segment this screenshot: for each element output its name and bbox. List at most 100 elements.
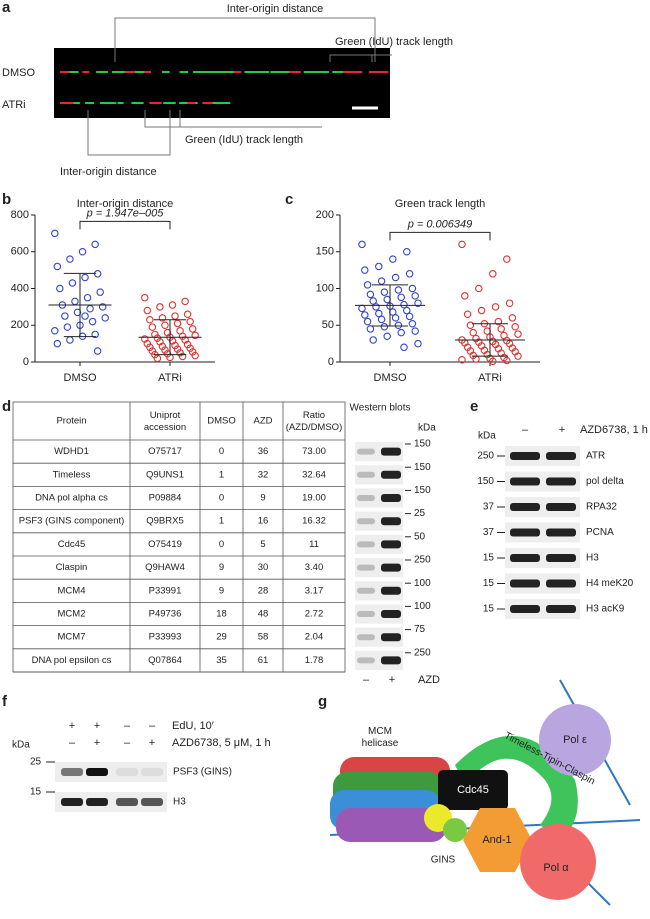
band: [381, 656, 401, 665]
point: [375, 309, 383, 318]
point: [88, 317, 97, 326]
band: [546, 605, 576, 613]
treatment-label: AZD: [418, 674, 440, 686]
blot-strip: [505, 548, 580, 568]
panel-label: a: [2, 0, 11, 16]
point: [391, 314, 400, 322]
lane-sign: +: [389, 674, 395, 686]
point: [191, 331, 199, 340]
bracket: [329, 54, 392, 62]
column-header: DMSO: [207, 416, 236, 427]
point: [469, 328, 477, 337]
panel-label: c: [285, 191, 293, 208]
track: [280, 71, 293, 73]
blot-strip: [355, 650, 403, 670]
table-cell: 2.72: [305, 609, 324, 620]
table-cell: 29: [216, 632, 227, 643]
band: [357, 471, 375, 478]
point: [148, 323, 157, 331]
band: [510, 503, 540, 511]
kda-label: kDa: [478, 431, 496, 442]
band: [357, 611, 375, 617]
point: [51, 229, 59, 238]
point: [466, 321, 475, 329]
annotation: Inter-origin distance: [227, 3, 324, 15]
table-cell: DNA pol epsilon cs: [32, 655, 112, 666]
point: [408, 284, 417, 293]
band: [381, 610, 401, 618]
y-tick-label: 50: [322, 319, 334, 331]
band: [381, 540, 401, 549]
lane-sign: –: [149, 720, 156, 732]
table-cell: WDHD1: [54, 446, 89, 457]
blot-strip: [505, 446, 580, 466]
marker-label: 100: [414, 601, 431, 612]
track: [212, 102, 231, 104]
marker-label: 15: [30, 787, 42, 798]
point: [414, 299, 422, 307]
track: [187, 102, 196, 104]
band: [141, 768, 163, 776]
table-cell: 48: [258, 609, 269, 620]
band: [357, 657, 375, 664]
point: [366, 290, 375, 299]
point: [400, 343, 408, 352]
condition-label: EdU, 10′: [172, 720, 214, 732]
track: [332, 71, 345, 73]
point: [372, 303, 380, 311]
annotation: Green (IdU) track length: [185, 134, 303, 146]
table-cell: 3.17: [305, 585, 324, 596]
marker-label: 25: [30, 757, 42, 768]
y-tick-label: 800: [11, 209, 29, 221]
band: [546, 503, 576, 511]
y-tick-label: 0: [328, 356, 334, 368]
band-label: H4 meK20: [586, 578, 634, 589]
band: [357, 495, 375, 501]
kda-label: kDa: [418, 423, 436, 434]
y-tick-label: 200: [11, 319, 29, 331]
table-cell: PSF3 (GINS component): [19, 516, 125, 527]
point: [458, 356, 466, 364]
band-label: H3: [173, 797, 186, 808]
band: [357, 541, 375, 548]
annotation: Green (IdU) track length: [335, 36, 453, 48]
lane-sign: +: [94, 737, 100, 749]
track: [60, 71, 73, 73]
point: [411, 292, 419, 300]
point: [389, 255, 397, 263]
y-tick-label: 0: [23, 356, 29, 368]
track: [163, 102, 176, 104]
error-bar: [153, 319, 187, 356]
lane-sign: +: [559, 424, 565, 436]
lane-sign: –: [69, 737, 76, 749]
panel-label: g: [318, 693, 327, 710]
marker-label: 50: [414, 531, 426, 542]
bracket: [87, 110, 171, 156]
point: [397, 328, 405, 337]
blot-strip: [505, 599, 580, 619]
blot-strip: [355, 558, 403, 578]
table-cell: 11: [309, 539, 319, 550]
track: [202, 102, 218, 104]
track: [289, 71, 301, 73]
band: [510, 579, 540, 588]
track: [234, 71, 242, 73]
blot-strip: [355, 511, 403, 531]
point: [403, 248, 411, 256]
table-cell: P33991: [149, 585, 182, 596]
point: [491, 303, 500, 311]
lane-sign: –: [124, 720, 131, 732]
band: [357, 448, 375, 455]
table-cell: P49736: [149, 609, 182, 620]
fiber-tracks: [60, 71, 389, 104]
table-cell: Q9BRX5: [146, 516, 184, 527]
point: [91, 330, 99, 339]
x-tick-label: ATRi: [478, 372, 502, 384]
point: [158, 314, 167, 322]
table-cell: MCM7: [58, 632, 86, 643]
band: [357, 634, 375, 641]
table-cell: 1.78: [305, 655, 324, 666]
point: [361, 266, 369, 274]
point: [183, 310, 192, 318]
point: [383, 332, 391, 341]
